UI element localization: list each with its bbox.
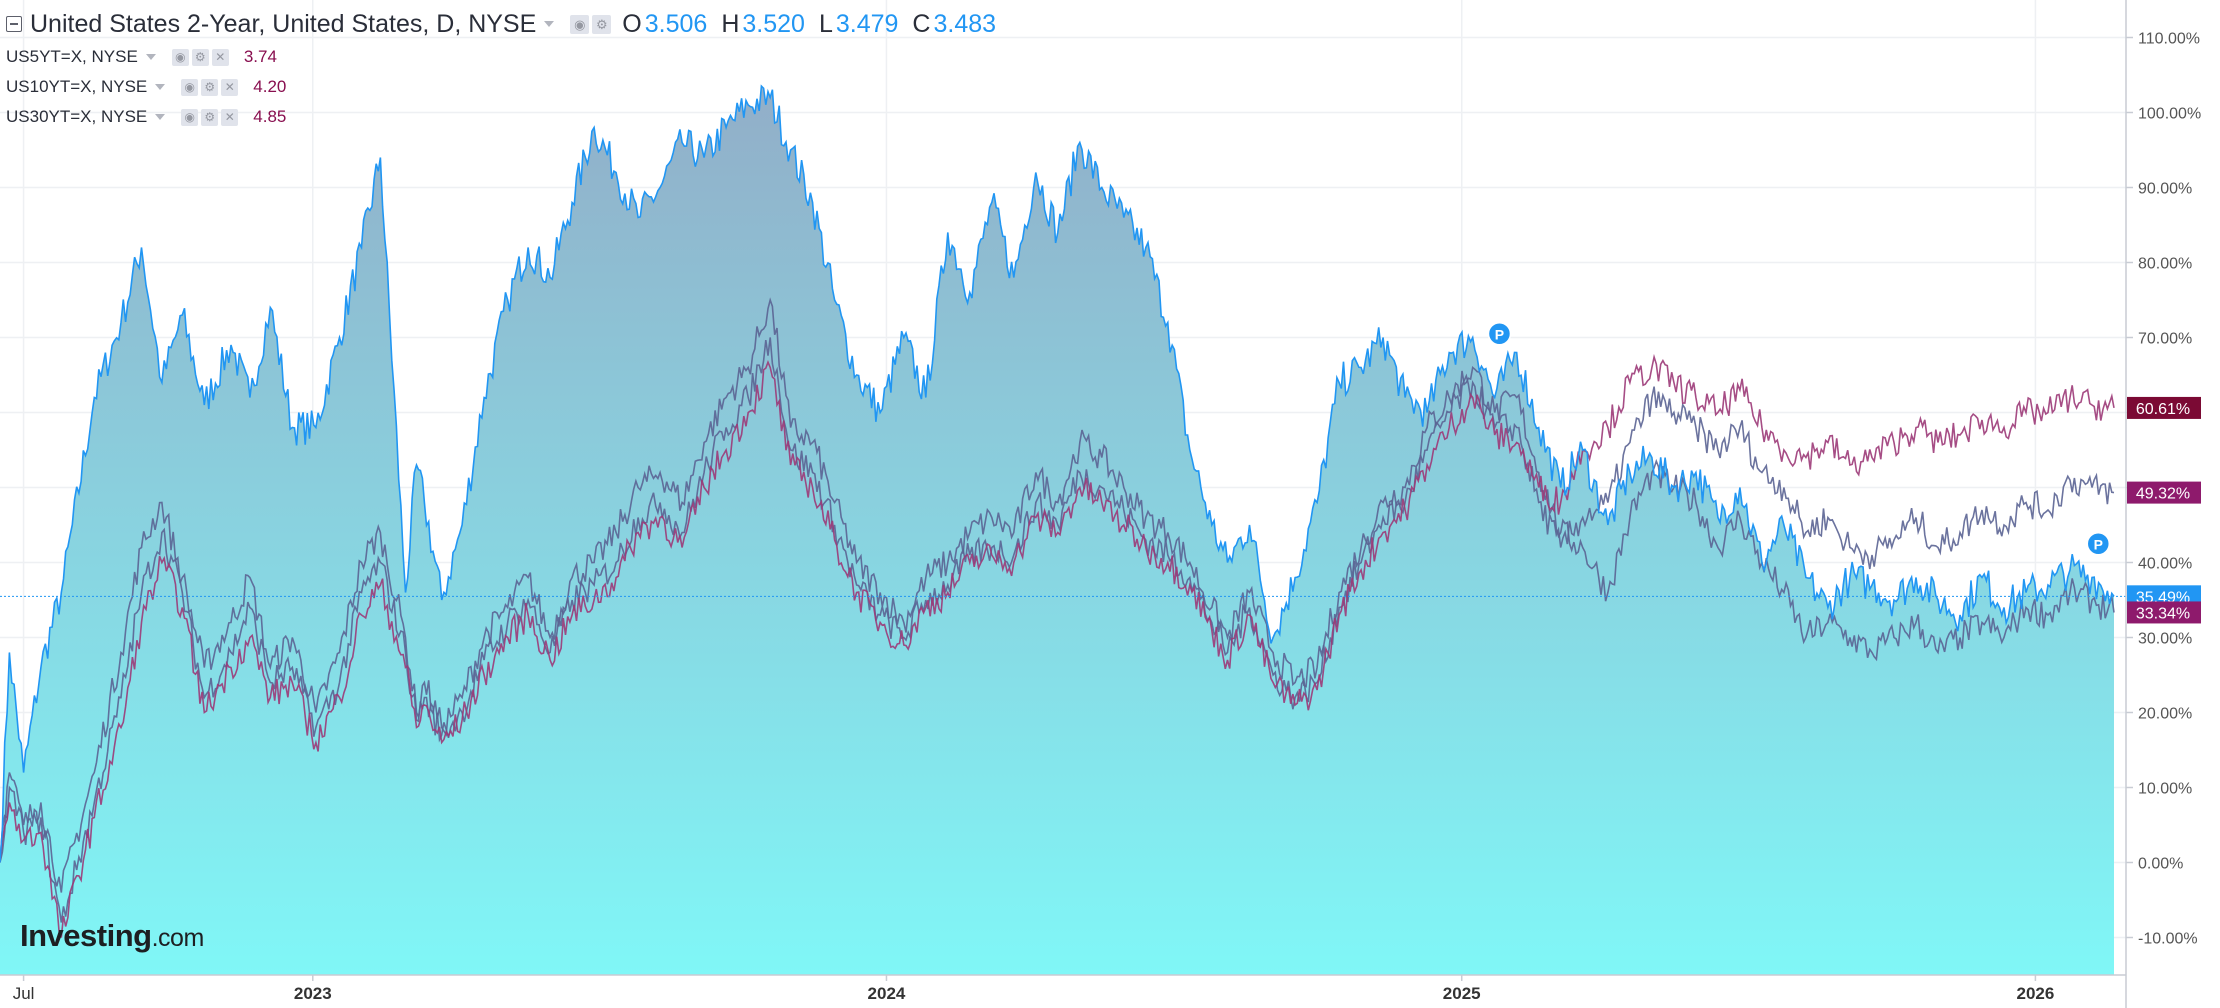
event-marker <box>1487 322 1512 346</box>
main-series-area <box>0 86 2114 975</box>
ohlc-value: 3.479 <box>835 9 899 38</box>
comparison-value: 4.85 <box>253 107 287 126</box>
close-icon[interactable]: ✕ <box>211 48 229 66</box>
comparison-value: 4.20 <box>253 77 287 96</box>
y-tick-label: 110.00% <box>2138 31 2200 48</box>
eye-icon[interactable]: ◉ <box>171 48 189 66</box>
price-label-text: 60.61% <box>2136 401 2190 418</box>
comparison-list: US5YT=X, NYSE ◉ ⚙ ✕ 3.74 US10YT=X, NYSE ◉ ⚙ ✕ 4.2… <box>6 42 1002 132</box>
event-marker <box>2086 532 2111 556</box>
plot-area <box>0 84 2126 975</box>
main-series-line <box>0 84 2115 863</box>
close-icon[interactable]: ✕ <box>221 78 239 96</box>
y-tick-label: 0.00% <box>2138 856 2183 873</box>
y-tick-label: 80.00% <box>2138 256 2192 273</box>
price-label-text: 33.34% <box>2136 605 2190 622</box>
y-tick-label: 20.00% <box>2138 706 2192 723</box>
event-marker-label: P <box>1495 326 1504 342</box>
y-tick-label: 30.00% <box>2138 631 2192 648</box>
gear-icon[interactable]: ⚙ <box>191 48 209 66</box>
main-series-row: United States 2-Year, United States, D, … <box>6 6 1002 42</box>
comparison-series-line <box>0 337 2115 923</box>
x-tick-label: Jul <box>13 984 35 1003</box>
comparison-name[interactable]: US5YT=X, NYSE <box>6 47 138 66</box>
x-tick-label: 2023 <box>294 984 332 1003</box>
y-tick-label: 100.00% <box>2138 106 2201 123</box>
gear-icon[interactable]: ⚙ <box>201 108 219 126</box>
brand-suffix: .com <box>151 924 205 952</box>
y-tick-label: 90.00% <box>2138 181 2192 198</box>
ohlc-value: 3.520 <box>742 9 805 38</box>
gear-icon[interactable]: ⚙ <box>201 78 219 96</box>
time-axis[interactable]: Jul 2023 2024 2025 2026 <box>13 975 2055 1003</box>
close-icon[interactable]: ✕ <box>221 108 239 126</box>
comparison-row: US30YT=X, NYSE ◉ ⚙ ✕ 4.85 <box>6 102 1002 132</box>
comparison-name[interactable]: US30YT=X, NYSE <box>6 107 148 126</box>
eye-icon[interactable]: ◉ <box>181 108 199 126</box>
brand-name: Investing <box>20 918 152 953</box>
chevron-down-icon[interactable] <box>155 114 166 120</box>
x-tick-label: 2026 <box>2016 984 2054 1003</box>
collapse-icon[interactable] <box>6 16 22 32</box>
ohlc-label: C <box>912 9 931 38</box>
price-label-box <box>2127 601 2201 624</box>
comparison-name[interactable]: US10YT=X, NYSE <box>6 77 148 96</box>
y-tick-label: -10.00% <box>2138 931 2198 948</box>
brand-logo: Investing.com <box>20 918 204 954</box>
y-tick-label: 40.00% <box>2138 556 2192 573</box>
price-label-box <box>2127 481 2201 504</box>
y-tick-label: 10.00% <box>2138 781 2192 798</box>
chevron-down-icon[interactable] <box>145 54 156 60</box>
price-label-box <box>2127 396 2201 419</box>
ohlc-label: O <box>622 9 642 38</box>
event-marker-label: P <box>2094 536 2103 552</box>
main-series-title[interactable]: United States 2-Year, United States, D, … <box>30 9 537 38</box>
comparison-row: US5YT=X, NYSE ◉ ⚙ ✕ 3.74 <box>6 42 1002 72</box>
x-tick-label: 2024 <box>868 984 906 1003</box>
gear-icon[interactable]: ⚙ <box>592 14 612 34</box>
comparison-row: US10YT=X, NYSE ◉ ⚙ ✕ 4.20 <box>6 72 1002 102</box>
x-tick-label: 2025 <box>1443 984 1481 1003</box>
price-label-text: 49.32% <box>2136 486 2190 503</box>
y-tick-label: 70.00% <box>2138 331 2192 348</box>
comparison-value: 3.74 <box>243 47 277 66</box>
eye-icon[interactable]: ◉ <box>181 78 199 96</box>
ohlc-value: 3.506 <box>644 9 708 38</box>
ohlc-label: H <box>721 9 740 38</box>
legend: United States 2-Year, United States, D, … <box>6 6 1002 132</box>
ohlc-values: O 3.506 H 3.520 L 3.479 C 3.483 <box>614 10 1002 39</box>
chevron-down-icon[interactable] <box>155 84 166 90</box>
ohlc-value: 3.483 <box>933 9 997 38</box>
comparison-series-line <box>0 353 2115 938</box>
ohlc-label: L <box>818 9 833 38</box>
eye-icon[interactable]: ◉ <box>570 14 590 34</box>
chevron-down-icon[interactable] <box>544 21 555 27</box>
